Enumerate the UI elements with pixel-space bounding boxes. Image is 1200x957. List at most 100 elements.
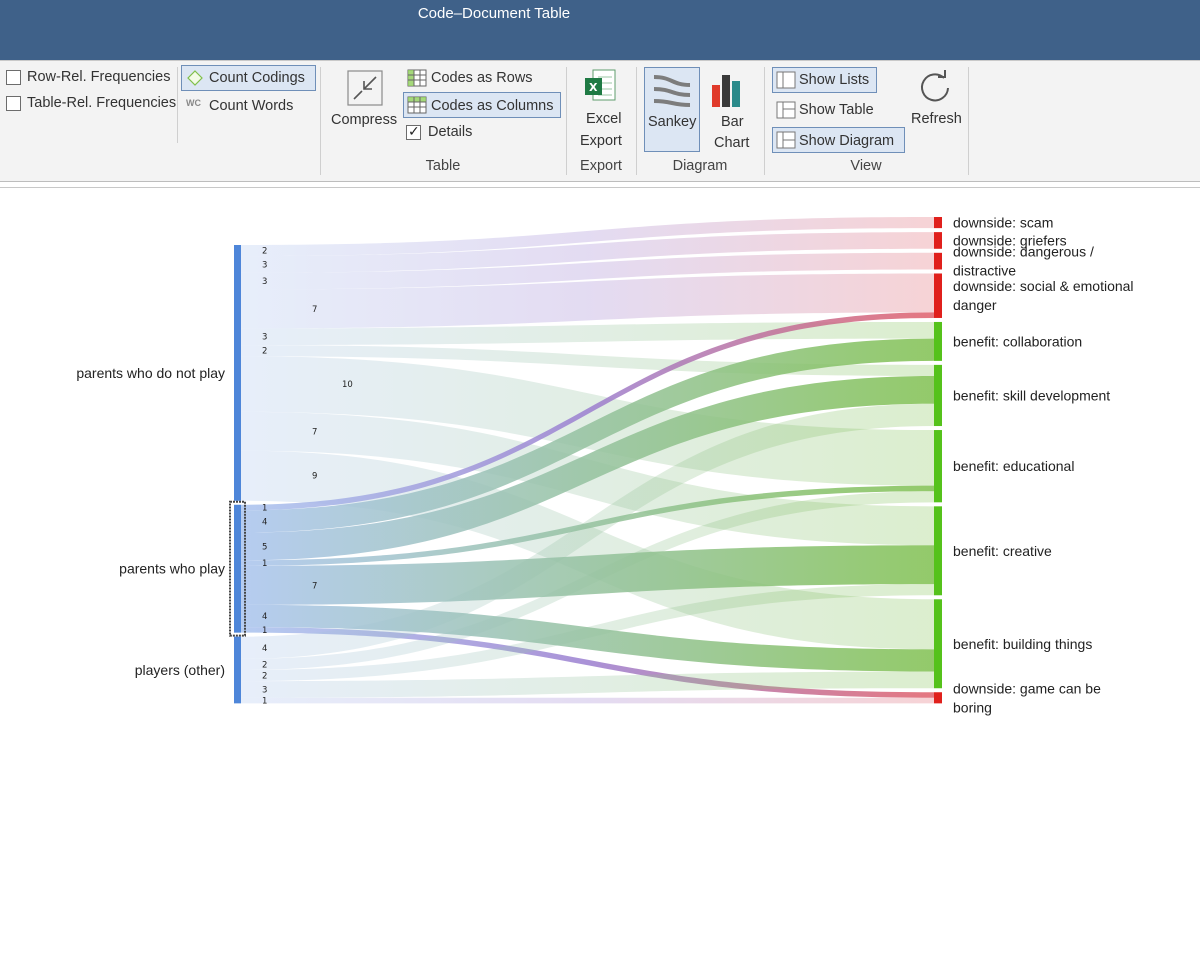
excel-export-label-2[interactable]: Export (580, 133, 622, 149)
source-node-parents-who-do-not-play[interactable] (234, 245, 241, 501)
target-node-downside-scam[interactable] (934, 217, 942, 229)
view-group-label: View (850, 158, 882, 174)
target-node-benefit-creative[interactable] (934, 506, 942, 596)
show-diagram-label[interactable]: Show Diagram (799, 133, 895, 149)
count-codings-button[interactable] (181, 65, 316, 91)
source-node-players-other[interactable] (234, 636, 241, 704)
flow-value-label: 7 (312, 581, 317, 591)
source-node-parents-who-play[interactable] (234, 504, 241, 633)
flow-value-label: 1 (262, 504, 267, 514)
count-codings-label[interactable]: Count Codings (209, 70, 305, 86)
flow-link-players-other-to-benefit-building-things[interactable] (241, 671, 934, 698)
target-node-downside-griefers[interactable] (934, 232, 942, 249)
table-rel-frequencies-label[interactable]: Table-Rel. Frequencies (27, 95, 177, 111)
show-table-label[interactable]: Show Table (799, 102, 874, 118)
table-rows-icon (407, 69, 427, 87)
row-rel-frequencies-checkbox[interactable] (6, 70, 21, 85)
flow-value-label: 10 (342, 380, 353, 390)
target-label-downside-griefers: downside: griefers (953, 232, 1067, 248)
count-words-label[interactable]: Count Words (209, 98, 294, 114)
refresh-label[interactable]: Refresh (911, 111, 962, 127)
target-node-downside-social-emotional-danger[interactable] (934, 273, 942, 318)
flow-link-parents-who-play-to-downside-game-can-be-boring[interactable] (241, 627, 934, 698)
flow-value-label: 9 (312, 472, 317, 482)
flow-value-label: 2 (262, 247, 267, 257)
word-count-icon: WC (186, 98, 201, 108)
flow-value-label: 3 (262, 333, 267, 343)
flow-value-label: 3 (262, 685, 267, 695)
target-node-downside-game-can-be-boring[interactable] (934, 692, 942, 704)
source-label-players-other: players (other) (135, 662, 225, 678)
separator (636, 67, 637, 175)
flow-link-parents-who-do-not-play-to-downside-griefers[interactable] (241, 232, 934, 273)
bar-chart-label-2[interactable]: Chart (714, 135, 750, 151)
flow-value-label: 4 (262, 612, 267, 622)
row-rel-frequencies-label[interactable]: Row-Rel. Frequencies (27, 69, 171, 85)
flow-value-label: 3 (262, 260, 267, 270)
flow-link-players-other-to-benefit-educational[interactable] (241, 491, 934, 670)
table-group-label: Table (425, 158, 461, 174)
flow-value-label: 5 (262, 542, 267, 552)
flow-link-players-other-to-benefit-skill-development[interactable] (241, 403, 934, 659)
codes-as-columns-button[interactable] (403, 92, 561, 118)
details-label[interactable]: Details (428, 124, 473, 140)
excel-icon[interactable]: X (584, 67, 618, 105)
flow-link-parents-who-play-to-downside-social-emotional-danger[interactable] (241, 312, 934, 511)
compress-icon[interactable] (346, 69, 384, 107)
details-checkbox[interactable] (406, 123, 421, 140)
table-rel-frequencies-checkbox[interactable] (6, 96, 21, 111)
separator (764, 67, 765, 175)
flow-link-parents-who-do-not-play-to-downside-dangerous-distractive[interactable] (241, 252, 934, 290)
codes-as-columns-label[interactable]: Codes as Columns (431, 98, 554, 114)
target-node-benefit-skill-development[interactable] (934, 364, 942, 427)
target-label-benefit-educational: benefit: educational (953, 458, 1074, 474)
excel-export-label[interactable]: Excel (586, 111, 622, 127)
source-label-parents-who-play: parents who play (119, 561, 225, 577)
target-node-benefit-building-things[interactable] (934, 599, 942, 689)
flow-link-parents-who-do-not-play-to-downside-scam[interactable] (241, 217, 934, 257)
target-label-downside-scam: downside: scam (953, 215, 1053, 231)
flow-link-players-other-to-downside-game-can-be-boring[interactable] (241, 697, 934, 704)
target-label-downside-social-emotional-danger: downside: social & emotional (953, 278, 1134, 294)
flow-link-parents-who-do-not-play-to-benefit-educational[interactable] (241, 356, 934, 486)
separator (968, 67, 969, 175)
flow-value-label: 2 (262, 347, 267, 357)
codes-as-rows-label[interactable]: Codes as Rows (431, 70, 533, 86)
ribbon-toolbar: Row-Rel. Frequencies Table-Rel. Frequenc… (0, 60, 1200, 182)
sankey-label[interactable]: Sankey (648, 114, 697, 130)
flow-value-label: 4 (262, 517, 267, 527)
target-node-downside-dangerous-distractive[interactable] (934, 252, 942, 270)
bar-chart-icon[interactable] (710, 71, 750, 109)
compress-label[interactable]: Compress (331, 112, 398, 128)
ribbon-bottom-border (0, 187, 1200, 188)
flow-link-parents-who-play-to-benefit-skill-development[interactable] (241, 376, 934, 561)
sankey-icon (653, 75, 691, 107)
target-label-benefit-creative: benefit: creative (953, 543, 1052, 559)
flow-value-label: 1 (262, 559, 267, 569)
target-label-downside-social-emotional-danger: danger (953, 297, 997, 313)
separator (566, 67, 567, 175)
diamond-icon (187, 70, 203, 86)
refresh-icon[interactable] (917, 70, 953, 106)
flow-value-label: 2 (262, 672, 267, 682)
show-table-icon (776, 101, 796, 119)
flow-value-label: 4 (262, 644, 267, 654)
flow-link-parents-who-do-not-play-to-benefit-collaboration[interactable] (241, 321, 934, 346)
target-label-downside-dangerous-distractive: downside: dangerous / (953, 244, 1094, 260)
window-titlebar: Code–Document Table (0, 0, 1200, 60)
flow-link-parents-who-play-to-benefit-collaboration[interactable] (241, 338, 934, 533)
flow-value-label: 1 (262, 697, 267, 707)
target-node-benefit-collaboration[interactable] (934, 321, 942, 361)
flow-value-label: 1 (262, 626, 267, 636)
flow-value-label: 7 (312, 427, 317, 437)
target-node-benefit-educational[interactable] (934, 430, 942, 503)
diagram-group-label: Diagram (672, 158, 728, 174)
selected-source-outline (229, 500, 246, 637)
bar-chart-label[interactable]: Bar (721, 114, 744, 130)
target-label-benefit-skill-development: benefit: skill development (953, 387, 1110, 403)
show-lists-label[interactable]: Show Lists (799, 72, 870, 88)
flow-link-players-other-to-benefit-creative[interactable] (241, 584, 934, 682)
source-label-parents-who-do-not-play: parents who do not play (76, 365, 225, 381)
target-label-benefit-collaboration: benefit: collaboration (953, 333, 1082, 349)
flow-link-parents-who-do-not-play-to-downside-social-emotional-danger[interactable] (241, 273, 934, 329)
